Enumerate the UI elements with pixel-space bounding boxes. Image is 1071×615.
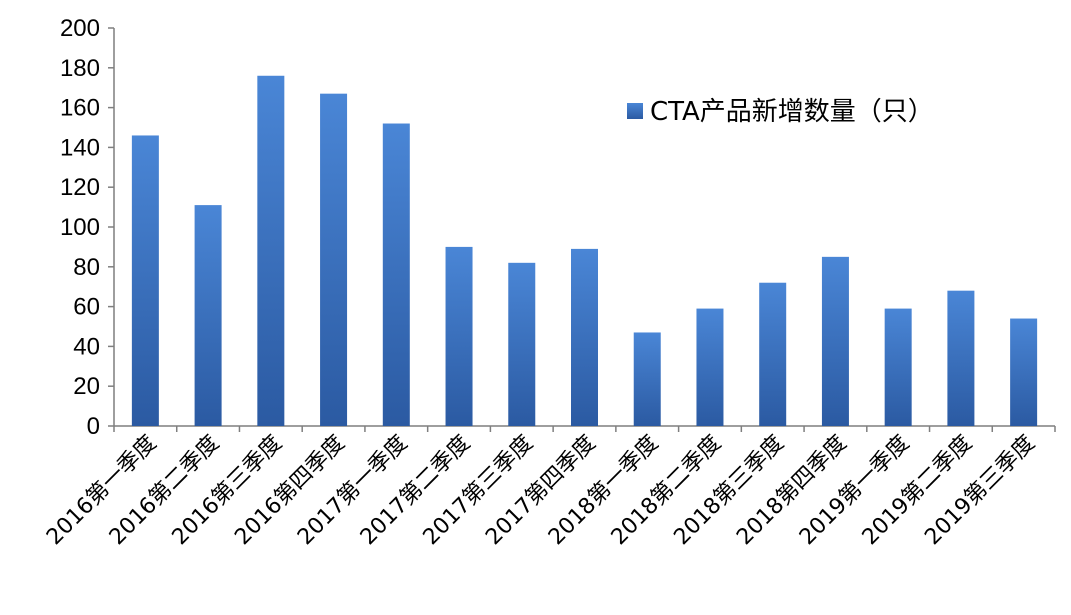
bar	[194, 205, 222, 426]
x-tick-label: 2018第三季度	[669, 431, 789, 551]
bar	[445, 246, 473, 426]
bar-series	[131, 75, 1038, 427]
y-tick-label: 120	[60, 174, 100, 201]
x-tick-label: 2019第二季度	[858, 431, 978, 551]
bar	[759, 282, 787, 426]
bar	[947, 290, 975, 426]
bar	[1010, 318, 1038, 426]
x-tick-label: 2019第一季度	[795, 431, 915, 551]
x-axis: 2016第一季度2016第二季度2016第三季度2016第四季度2017第一季度…	[42, 425, 1056, 551]
bar	[257, 75, 285, 426]
y-tick-label: 60	[73, 294, 100, 321]
x-tick-label: 2018第一季度	[544, 431, 664, 551]
legend-swatch	[627, 103, 643, 119]
legend: CTA产品新增数量（只）	[627, 97, 934, 127]
bar	[633, 332, 661, 426]
bar	[382, 123, 410, 427]
x-tick-label: 2018第二季度	[607, 431, 727, 551]
x-tick-label: 2016第四季度	[230, 431, 350, 551]
bar	[571, 248, 598, 426]
y-tick-label: 0	[87, 413, 100, 440]
bar	[821, 256, 849, 426]
x-tick-label: 2017第三季度	[419, 431, 539, 551]
y-tick-label: 80	[73, 254, 100, 281]
x-tick-label: 2017第四季度	[481, 431, 601, 551]
bar	[131, 135, 159, 426]
x-tick-label: 2019第三季度	[920, 431, 1040, 551]
x-tick-label: 2018第四季度	[732, 431, 852, 551]
legend-label: CTA产品新增数量（只）	[650, 97, 934, 127]
bar	[696, 308, 724, 426]
x-tick-label: 2016第一季度	[42, 431, 162, 551]
bar	[884, 308, 912, 426]
y-tick-label: 40	[73, 333, 100, 360]
x-tick-label: 2016第三季度	[168, 431, 288, 551]
y-tick-label: 20	[73, 373, 100, 400]
y-axis: 0 20 40 60 80 100 120 140 160 180 200	[60, 15, 115, 440]
x-tick-label: 2016第二季度	[105, 431, 225, 551]
y-tick-label: 180	[60, 55, 100, 82]
y-tick-label: 160	[60, 95, 100, 122]
x-tick-label: 2017第一季度	[293, 431, 413, 551]
bar	[320, 93, 348, 427]
y-tick-label: 140	[60, 134, 100, 161]
y-tick-label: 100	[60, 214, 100, 241]
bar	[508, 262, 536, 426]
y-tick-label: 200	[60, 15, 100, 42]
x-tick-label: 2017第二季度	[356, 431, 476, 551]
